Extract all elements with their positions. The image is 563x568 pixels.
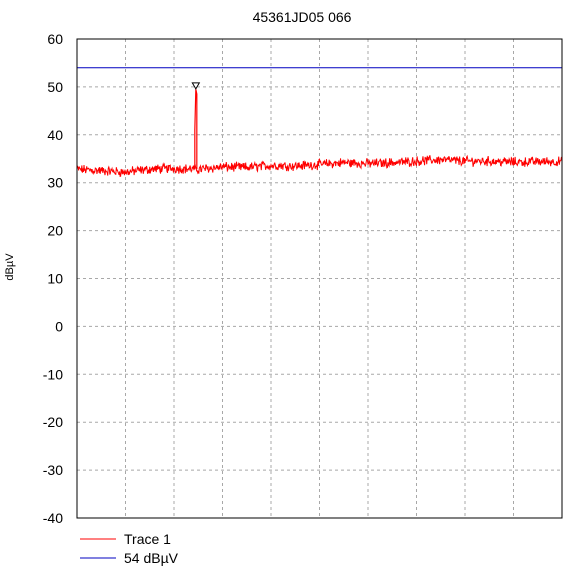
y-tick-label: -20 [43, 414, 63, 430]
y-tick-label: 50 [47, 79, 63, 95]
grid [77, 39, 562, 518]
y-tick-label: 10 [47, 271, 63, 287]
y-tick-label: -30 [43, 462, 63, 478]
y-axis-label: dBµV [4, 253, 16, 281]
y-tick-label: 20 [47, 223, 63, 239]
plot-frame [76, 38, 563, 519]
y-tick-label: 40 [47, 127, 63, 143]
y-tick-label: 0 [55, 318, 63, 334]
legend: Trace 1 54 dBµV [80, 531, 179, 566]
chart-title: 45361JD05 066 [253, 9, 352, 25]
trace-1-spike [194, 89, 198, 170]
legend-label: Trace 1 [124, 531, 171, 547]
y-tick-labels: 60 50 40 30 20 10 0 -10 -20 -30 -40 [43, 31, 63, 526]
trace-1-line [76, 154, 563, 177]
legend-label: 54 dBµV [124, 550, 179, 566]
peak-marker [191, 82, 201, 90]
y-tick-label: 60 [47, 31, 63, 47]
y-tick-label: -40 [43, 510, 63, 526]
y-tick-label: -10 [43, 366, 63, 382]
y-tick-label: 30 [47, 175, 63, 191]
plot-series [76, 67, 563, 177]
